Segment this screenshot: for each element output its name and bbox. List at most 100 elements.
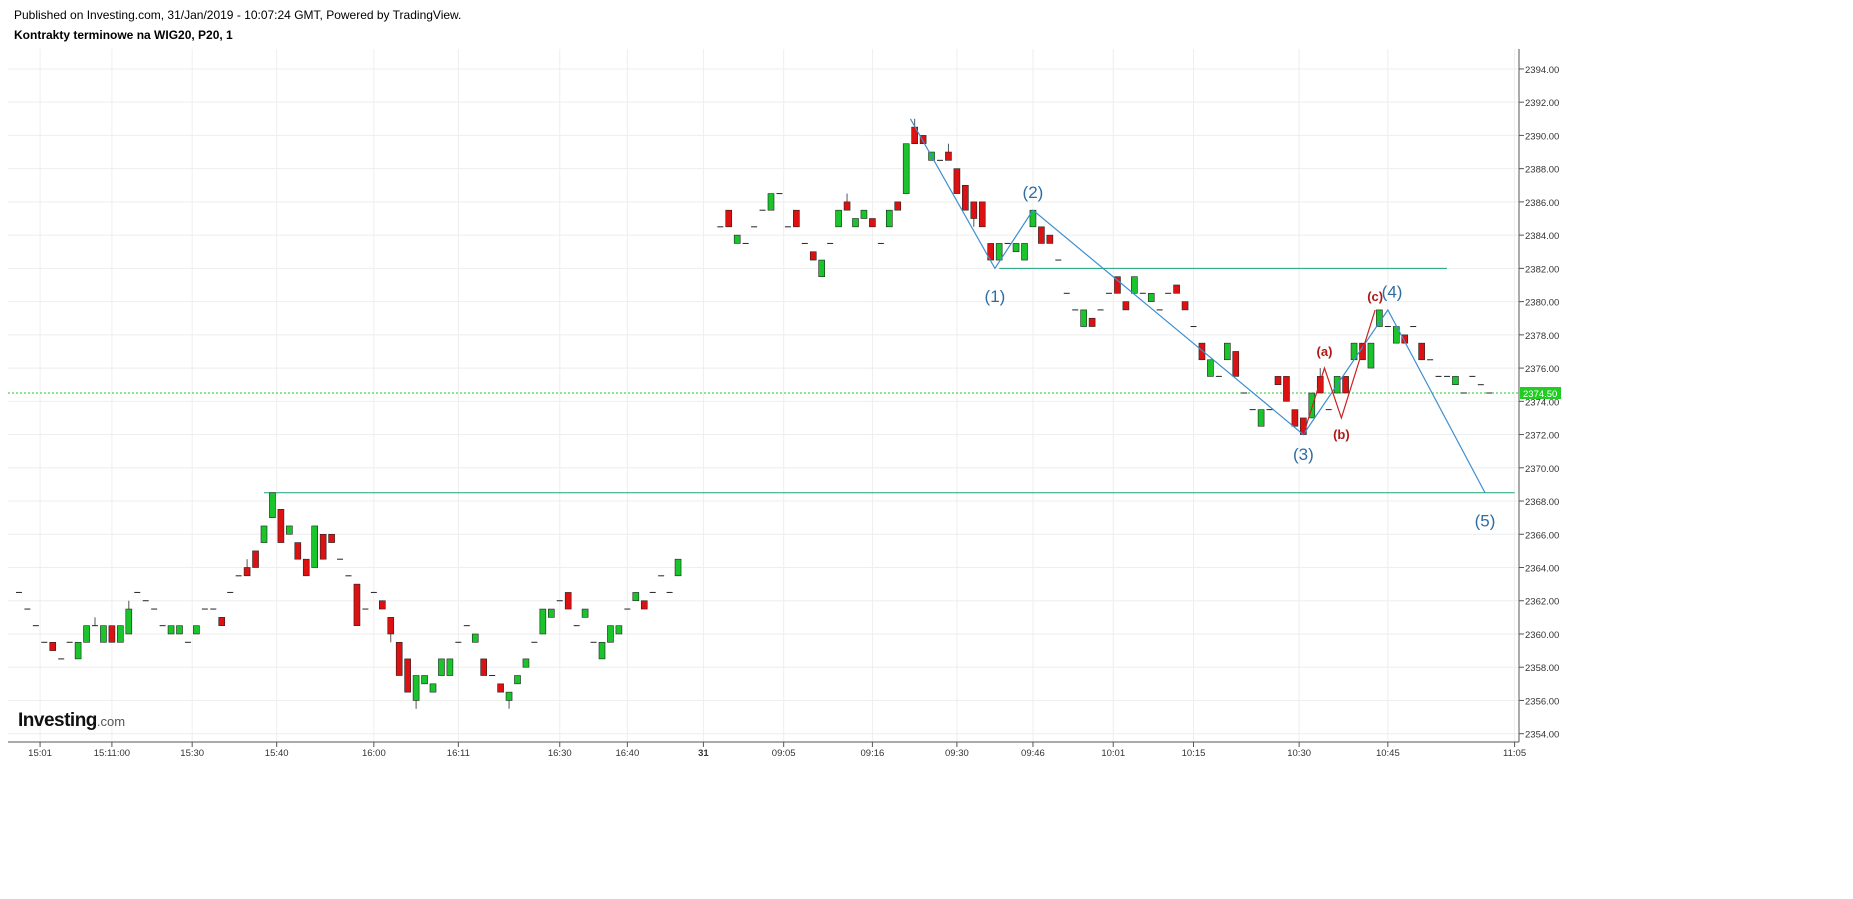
candle-down — [919, 135, 927, 145]
candle — [1198, 342, 1206, 361]
candle — [269, 492, 276, 518]
candle-down — [1114, 276, 1121, 294]
y-tick-label: 2394.00 — [1525, 65, 1559, 76]
y-tick-label: 2376.00 — [1525, 364, 1559, 375]
candle-up — [1257, 409, 1265, 427]
candle-down — [1038, 226, 1045, 244]
candle — [902, 143, 910, 194]
y-tick-label: 2358.00 — [1525, 663, 1559, 674]
candle — [970, 201, 978, 227]
candle — [615, 625, 623, 635]
sub-wave-label: (b) — [1333, 427, 1350, 442]
y-tick-label: 2374.00 — [1525, 397, 1559, 408]
candle — [117, 625, 124, 643]
candle-up — [852, 218, 859, 228]
candle-up — [1131, 276, 1138, 294]
candle-up — [1452, 376, 1459, 385]
candle — [1224, 342, 1231, 361]
candle-down — [564, 592, 572, 610]
candle — [277, 509, 285, 543]
candle-up — [167, 625, 175, 635]
candle — [243, 559, 251, 577]
candle — [894, 201, 902, 211]
x-tick-label: 09:46 — [1021, 748, 1045, 759]
candle-up — [581, 608, 589, 618]
candle — [1021, 243, 1028, 261]
candle-down — [497, 683, 504, 693]
candle — [953, 168, 961, 194]
candle-down — [978, 201, 986, 228]
candle-up — [598, 641, 606, 660]
candle-down — [1046, 234, 1054, 244]
candle — [978, 201, 986, 228]
x-tick-label: 09:05 — [772, 748, 796, 759]
y-tick-label: 2384.00 — [1525, 231, 1559, 242]
candle — [995, 243, 1003, 261]
candle — [176, 625, 183, 635]
logo-main-text: Investing — [18, 710, 97, 731]
candle — [167, 625, 175, 635]
candle-up — [505, 691, 513, 701]
y-tick-label: 2364.00 — [1525, 564, 1559, 575]
candle-down — [1173, 284, 1180, 294]
y-tick-label: 2386.00 — [1525, 198, 1559, 209]
candle — [471, 633, 479, 643]
candle-down — [725, 209, 733, 228]
candle — [49, 641, 57, 651]
horizontal-levels[interactable] — [8, 267, 1519, 494]
x-tick-label: 15:30 — [180, 748, 204, 759]
candle-down — [1232, 351, 1240, 377]
candle-up — [818, 259, 826, 277]
candle-up — [412, 675, 420, 701]
candle-down — [945, 151, 952, 161]
candle-up — [607, 625, 614, 643]
sub-wave-label: (a) — [1317, 344, 1333, 359]
x-tick-label: 16:40 — [615, 748, 639, 759]
elliott-wave-drawing[interactable]: (1) (2) (3) (4) (5) (a) (b) (c) — [909, 118, 1495, 531]
candle — [480, 658, 488, 676]
candle-down — [387, 617, 395, 635]
candle-down — [328, 533, 335, 543]
candle — [311, 525, 319, 568]
wave-main-line — [909, 118, 1486, 494]
candle-up — [125, 608, 133, 635]
candle-up — [117, 625, 124, 643]
candle-up — [522, 658, 530, 668]
candle-up — [446, 658, 454, 676]
candle-down — [1088, 317, 1096, 327]
candle-up — [860, 209, 868, 219]
candle — [852, 218, 859, 228]
x-tick-label: 09:16 — [861, 748, 885, 759]
candle-up — [260, 525, 268, 543]
candle — [1181, 301, 1189, 311]
candle — [1147, 292, 1155, 302]
candle — [860, 209, 868, 219]
candle-up — [286, 525, 293, 535]
candle-down — [319, 533, 327, 560]
candle-up — [885, 209, 893, 228]
candle — [328, 533, 335, 543]
candle — [429, 683, 437, 693]
candle — [1367, 342, 1375, 369]
candle-down — [480, 658, 488, 676]
candle — [353, 583, 361, 626]
candle-down — [252, 550, 259, 568]
candle-up — [767, 193, 775, 211]
candle-down — [869, 218, 876, 228]
candle — [83, 625, 90, 643]
grid — [8, 49, 1519, 742]
candle-down — [1274, 376, 1282, 385]
candle — [378, 600, 386, 610]
x-tick-label: 10:15 — [1182, 748, 1206, 759]
candle-up — [421, 675, 428, 685]
y-tick-label: 2372.00 — [1525, 431, 1559, 442]
candle — [404, 658, 411, 693]
candle-down — [1316, 376, 1324, 394]
wave-label: (1) — [985, 287, 1006, 306]
candle — [302, 558, 310, 577]
candle — [125, 600, 133, 635]
candle — [421, 675, 428, 685]
candle-up — [1080, 309, 1087, 327]
candle-up — [269, 492, 276, 518]
